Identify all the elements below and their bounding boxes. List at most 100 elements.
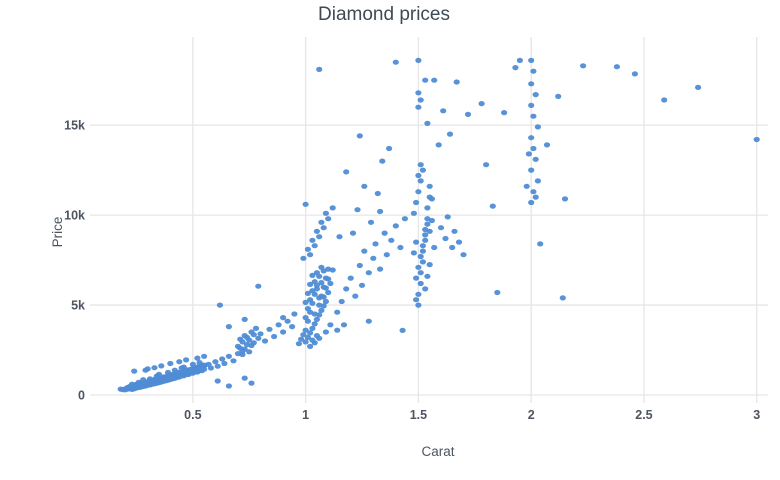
data-point xyxy=(318,280,325,286)
data-point xyxy=(559,295,566,301)
data-point xyxy=(358,282,366,288)
data-point xyxy=(325,289,332,296)
data-point xyxy=(483,162,490,168)
data-point xyxy=(410,210,417,216)
data-point xyxy=(413,199,420,206)
axis-tick-labels: 0.5 1 1.5 2 2.5 3 0 5k 10k 15k xyxy=(64,119,760,422)
data-point xyxy=(426,183,433,189)
data-point xyxy=(532,194,539,200)
data-point xyxy=(532,92,539,98)
data-point xyxy=(372,241,379,247)
data-point xyxy=(442,235,449,242)
data-point xyxy=(313,316,320,322)
data-point xyxy=(415,264,422,270)
data-point xyxy=(413,239,420,245)
data-point xyxy=(361,248,368,254)
data-point xyxy=(158,363,165,369)
data-point xyxy=(302,327,309,333)
data-point xyxy=(537,241,544,247)
data-point xyxy=(329,267,336,273)
data-point xyxy=(397,244,404,251)
data-point xyxy=(528,102,535,108)
data-point xyxy=(415,90,422,96)
data-point xyxy=(322,210,329,216)
data-point xyxy=(257,331,264,337)
data-point xyxy=(309,300,316,306)
data-point xyxy=(379,158,386,164)
data-point xyxy=(196,360,203,366)
data-point xyxy=(381,230,388,236)
data-point xyxy=(401,216,408,222)
data-point xyxy=(316,234,323,240)
data-point xyxy=(428,217,435,224)
data-point xyxy=(422,77,429,83)
data-point xyxy=(530,113,537,119)
data-point xyxy=(307,309,314,315)
x-axis-title: Carat xyxy=(421,444,454,459)
data-point xyxy=(241,346,248,352)
data-point xyxy=(313,286,320,292)
data-point xyxy=(325,216,332,222)
y-tick-label: 5k xyxy=(71,299,85,313)
data-point xyxy=(212,359,219,365)
data-point xyxy=(361,183,368,189)
data-point xyxy=(415,291,422,297)
data-point xyxy=(383,252,390,258)
data-point xyxy=(464,111,472,117)
data-point xyxy=(302,299,309,305)
data-point xyxy=(250,340,257,346)
data-point xyxy=(446,131,454,137)
y-tick-label: 10k xyxy=(64,209,85,223)
data-point xyxy=(320,294,327,300)
data-point xyxy=(444,214,451,220)
x-tick-label: 1.5 xyxy=(410,408,427,422)
data-point xyxy=(349,230,357,236)
data-point xyxy=(307,281,314,287)
data-point xyxy=(386,145,393,152)
data-point xyxy=(167,360,174,367)
data-point xyxy=(419,243,426,249)
data-point xyxy=(239,339,246,345)
data-point xyxy=(311,340,318,346)
data-point xyxy=(311,291,318,297)
data-point xyxy=(207,365,214,371)
data-point xyxy=(216,302,223,308)
data-point xyxy=(422,232,429,238)
data-point xyxy=(374,190,381,197)
data-point xyxy=(460,252,467,258)
data-point xyxy=(322,329,329,335)
data-point xyxy=(356,262,363,269)
data-point xyxy=(304,334,311,340)
data-point xyxy=(367,219,375,225)
data-point xyxy=(307,330,314,336)
data-point xyxy=(478,101,485,107)
data-point xyxy=(261,338,269,344)
data-point xyxy=(631,71,639,77)
data-point xyxy=(561,196,569,202)
data-point xyxy=(309,325,316,331)
data-point xyxy=(415,104,422,110)
data-point xyxy=(453,79,460,85)
data-point xyxy=(417,162,424,168)
data-point xyxy=(455,239,463,245)
data-point xyxy=(316,273,323,279)
data-point xyxy=(534,124,542,130)
data-point xyxy=(183,357,190,363)
data-point xyxy=(225,353,232,359)
chart-title: Diamond prices xyxy=(318,4,450,25)
data-point xyxy=(435,142,442,148)
data-point xyxy=(320,225,327,231)
data-point xyxy=(300,332,307,338)
data-point xyxy=(230,358,237,364)
data-point xyxy=(424,205,431,211)
data-point xyxy=(327,322,334,328)
data-point xyxy=(534,178,542,184)
data-point xyxy=(225,324,232,330)
data-point xyxy=(225,383,232,389)
data-point xyxy=(338,298,345,305)
data-point xyxy=(313,282,320,288)
data-point xyxy=(151,365,158,371)
data-point xyxy=(424,120,431,126)
data-point xyxy=(144,366,151,372)
data-point xyxy=(417,178,424,184)
